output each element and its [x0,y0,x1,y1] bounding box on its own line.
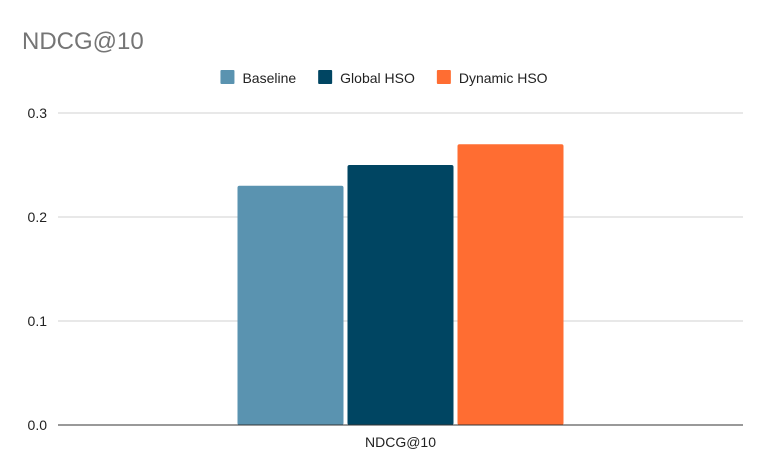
y-tick-label: 0.2 [28,209,48,225]
bars [237,144,564,425]
legend-swatch [318,70,333,84]
legend-item: Dynamic HSO [436,70,548,86]
legend-swatch [220,70,235,84]
legend-item: Global HSO [318,70,415,86]
chart-title: NDCG@10 [22,28,144,55]
legend-label: Global HSO [340,70,415,86]
x-axis: NDCG@10 [58,424,743,450]
legend: Baseline Global HSO Dynamic HSO [220,70,548,86]
legend-item: Baseline [220,70,296,86]
bar-dynamic-hso [457,144,564,425]
y-tick-label: 0.1 [28,313,48,329]
legend-swatch [436,70,451,84]
legend-label: Dynamic HSO [459,70,548,86]
y-tick-label: 0.3 [28,105,48,121]
y-axis-ticks: 0.0 0.1 0.2 0.3 [28,105,48,433]
y-tick-label: 0.0 [28,417,48,433]
bar-global-hso [347,165,454,425]
bar-baseline [237,185,344,425]
legend-label: Baseline [242,70,296,86]
x-category-label: NDCG@10 [365,434,436,450]
